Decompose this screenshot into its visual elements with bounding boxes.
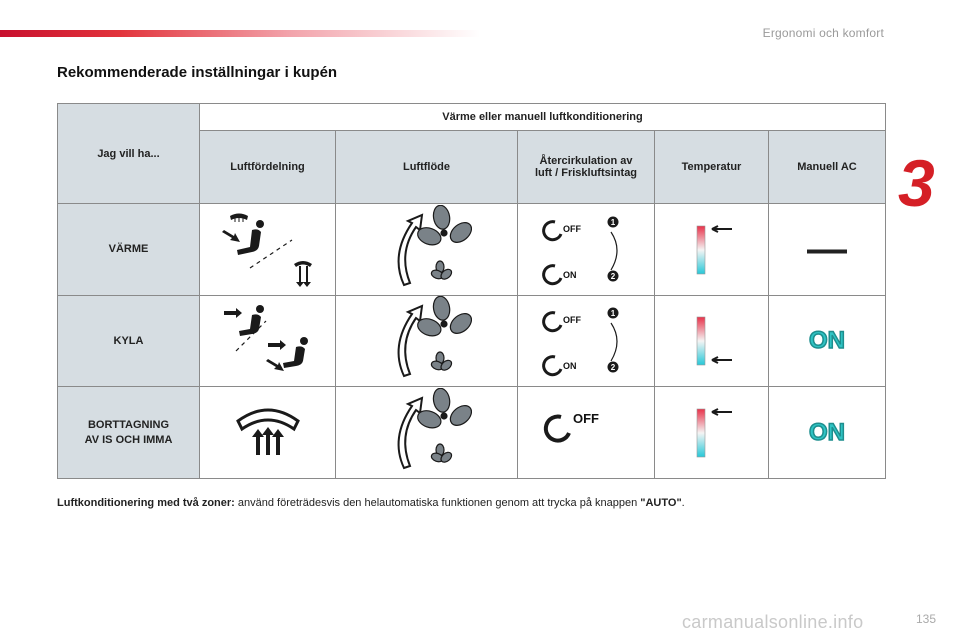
recirculation-cooling: OFF ON 1 2	[517, 295, 655, 387]
row-label-line2: AV IS OCH IMMA	[84, 433, 173, 446]
settings-table: Jag vill ha... Värme eller manuell luftk…	[57, 103, 886, 479]
recirc-on-label: ON	[563, 270, 577, 280]
manual-ac-defrost: ON	[768, 386, 886, 479]
distribution-heating	[199, 203, 336, 296]
windscreen-and-feet-icon	[221, 213, 312, 287]
temperature-heating	[654, 203, 769, 296]
col-label: Temperatur	[681, 161, 742, 173]
recirc-off-label: OFF	[563, 224, 581, 234]
recirculation-heating: OFF ON 1 2	[517, 203, 655, 296]
row-label-cooling: KYLA	[57, 295, 200, 387]
chapter-number: 3	[898, 146, 935, 220]
row-label: VÄRME	[108, 243, 149, 255]
step-2: 2	[611, 272, 616, 281]
footnote-end: .	[681, 497, 685, 509]
temperature-gauge-icon	[696, 224, 732, 274]
recirculation-switch-icon: OFF ON 1 2	[542, 307, 619, 377]
row-label: KYLA	[113, 334, 144, 347]
col-header-distribution: Luftfördelning	[199, 130, 336, 204]
recirculation-switch-icon: OFF ON 1 2	[542, 216, 619, 285]
fan-cooling	[335, 295, 518, 387]
step-1: 1	[611, 218, 616, 227]
footnote-auto-button: "AUTO"	[640, 497, 682, 509]
distribution-defrost	[199, 386, 336, 479]
col-label: Luftfördelning	[230, 161, 305, 173]
col-header-recirculation: Återcirkulation av luft / Friskluftsinta…	[517, 130, 655, 204]
windscreen-defrost-icon	[235, 408, 300, 455]
fan-defrost	[335, 386, 518, 479]
step-1: 1	[611, 309, 616, 318]
ac-on-badge: ON	[808, 326, 846, 355]
distribution-cooling	[199, 295, 336, 387]
col-label: Återcirkulation av luft / Friskluftsinta…	[534, 155, 638, 179]
recirculation-defrost: OFF	[517, 386, 655, 479]
row-label-defrost: BORTTAGNING AV IS OCH IMMA	[57, 386, 200, 479]
corner-label: Jag vill ha...	[97, 147, 160, 160]
watermark: carmanualsonline.info	[682, 612, 864, 632]
col-header-temperature: Temperatur	[654, 130, 769, 204]
manual-ac-heating: —	[768, 203, 886, 296]
temperature-cooling	[654, 295, 769, 387]
page-number: 135	[916, 612, 937, 626]
recirc-on-label: ON	[563, 361, 577, 371]
ac-on-badge: ON	[808, 418, 846, 447]
col-label: Luftflöde	[402, 161, 451, 173]
col-header-flow: Luftflöde	[335, 130, 518, 204]
temperature-defrost	[654, 386, 769, 479]
step-2: 2	[611, 363, 616, 372]
footnote-bold: Luftkonditionering med två zoner:	[57, 497, 235, 509]
row-label-heating: VÄRME	[57, 203, 200, 296]
recirculation-off-icon: OFF	[543, 411, 599, 443]
page-title: Rekommenderade inställningar i kupén	[57, 64, 338, 81]
col-label: Manuell AC	[797, 161, 857, 173]
temperature-gauge-icon	[696, 407, 732, 457]
fan-flow-icon	[397, 387, 472, 469]
fan-flow-icon	[397, 204, 472, 286]
corner-cell: Jag vill ha...	[57, 103, 200, 204]
temperature-gauge-icon	[696, 316, 732, 366]
recirc-off-label: OFF	[563, 315, 581, 325]
ac-off-dash: —	[807, 227, 847, 271]
group-header: Värme eller manuell luftkonditionering	[199, 103, 886, 131]
row-label-line1: BORTTAGNING	[87, 418, 170, 431]
footnote-text: använd företrädesvis den helautomatiska …	[234, 497, 641, 509]
footnote: Luftkonditionering med två zoner: använd…	[57, 497, 685, 509]
section-header: Ergonomi och komfort	[762, 26, 884, 40]
col-header-manual-ac: Manuell AC	[768, 130, 886, 204]
face-and-feet-icon	[223, 305, 308, 371]
manual-ac-cooling: ON	[768, 295, 886, 387]
group-header-label: Värme eller manuell luftkonditionering	[442, 111, 643, 123]
fan-flow-icon	[397, 296, 472, 378]
recirc-off-label: OFF	[573, 411, 599, 426]
header-accent-bar	[0, 30, 480, 37]
fan-heating	[335, 203, 518, 296]
